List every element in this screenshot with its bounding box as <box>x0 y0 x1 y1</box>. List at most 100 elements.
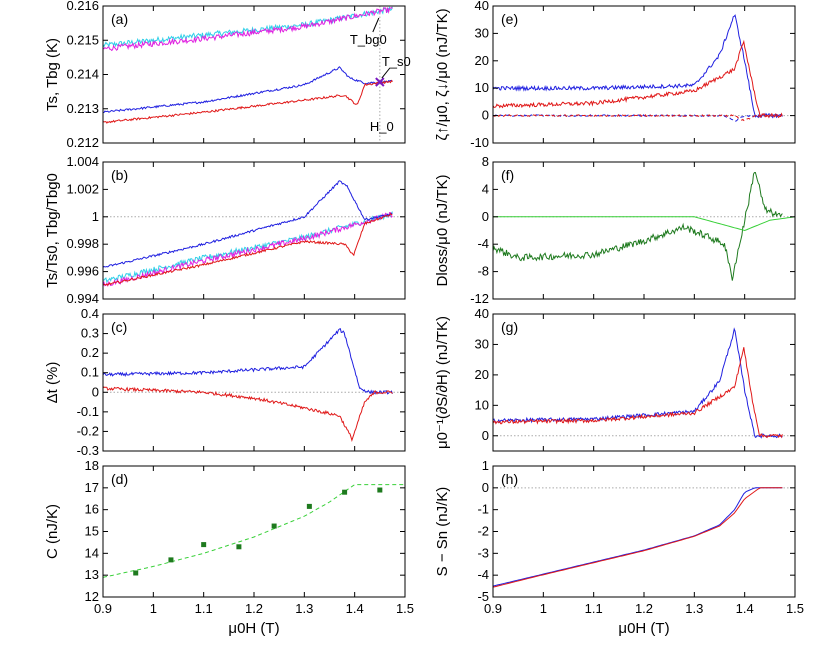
ytick-label-b-4: 1.002 <box>66 181 99 196</box>
plot-area-b <box>103 180 405 288</box>
xtick-label-d-6: 1.5 <box>396 601 414 616</box>
ytick-label-e-1: 0 <box>482 108 489 123</box>
data-point-d-2 <box>201 542 207 548</box>
panel-label-f: (f) <box>501 167 514 183</box>
xtick-label-d-4: 1.3 <box>295 601 313 616</box>
series-f-light_green-1 <box>493 216 795 232</box>
xtick-label-d-3: 1.2 <box>245 601 263 616</box>
ytick-label-c-4: 0.1 <box>81 365 99 380</box>
series-h-red-1 <box>493 487 783 588</box>
ytick-label-b-1: 0.996 <box>66 264 99 279</box>
panel-f: -12 -8 -4 0 4 8 (f) Dloss/μ0 (nJ/TK) <box>434 154 796 306</box>
ts0-marker <box>375 77 385 87</box>
panel-g: 0 10 20 30 40 (g) μ0⁻¹(∂S/∂H) (nJ/TK) <box>434 306 796 452</box>
series-a-red-3 <box>103 79 393 124</box>
panel-label-d: (d) <box>111 471 128 487</box>
axes-frame-b <box>102 161 406 300</box>
ytick-label-h-5: 0 <box>482 480 489 495</box>
xtick-label-h-5: 1.4 <box>736 601 754 616</box>
panel-label-e: (e) <box>501 11 518 27</box>
ytick-label-g-2: 20 <box>475 367 489 382</box>
ytick-label-h-6: 1 <box>482 458 489 473</box>
panel-label-c: (c) <box>111 319 127 335</box>
ytick-label-d-4: 16 <box>85 502 99 517</box>
data-point-d-7 <box>377 487 383 493</box>
ytick-label-f-5: 8 <box>482 154 489 169</box>
annotation-tbg0: T_bg0 <box>350 32 387 47</box>
series-c-blue-0 <box>103 328 393 395</box>
axes-frame-e <box>492 5 796 144</box>
xtick-label-h-2: 1.1 <box>585 601 603 616</box>
ytick-label-f-2: -4 <box>477 236 489 251</box>
ytick-label-d-3: 15 <box>85 524 99 539</box>
series-b-blue-2 <box>103 180 393 268</box>
series-g-red-1 <box>493 347 783 439</box>
ytick-label-a-0: 0.212 <box>66 135 99 150</box>
plot-area-h <box>493 487 795 588</box>
xtick-label-d-2: 1.1 <box>195 601 213 616</box>
ytick-label-g-3: 30 <box>475 336 489 351</box>
data-point-d-6 <box>342 489 348 495</box>
xtick-label-d-0: 0.9 <box>94 601 112 616</box>
series-e-red-1 <box>493 39 783 119</box>
annotation-h0: H_0 <box>370 119 394 134</box>
data-point-d-0 <box>133 570 139 576</box>
ytick-label-e-3: 20 <box>475 53 489 68</box>
ytick-label-f-4: 4 <box>482 181 489 196</box>
axes-frame-f <box>492 161 796 300</box>
tbg0-arrow <box>372 17 380 33</box>
axes-frame-a <box>102 5 406 144</box>
panel-label-a: (a) <box>111 11 128 27</box>
ytick-label-h-1: -4 <box>477 567 489 582</box>
ytick-label-d-6: 18 <box>85 458 99 473</box>
xtick-label-h-6: 1.5 <box>786 601 804 616</box>
ytick-label-h-4: -1 <box>477 502 489 517</box>
panel-label-g: (g) <box>501 319 518 335</box>
axes-frame-d <box>102 465 406 598</box>
series-c-red-1 <box>103 386 393 443</box>
data-point-d-5 <box>306 503 312 509</box>
plot-area-c <box>103 328 405 443</box>
ytick-label-e-2: 10 <box>475 80 489 95</box>
ytick-label-d-1: 13 <box>85 567 99 582</box>
series-b-magenta-1 <box>103 212 393 288</box>
xtick-label-d-1: 1 <box>150 601 157 616</box>
ytick-label-f-1: -8 <box>477 264 489 279</box>
ytick-label-h-3: -2 <box>477 524 489 539</box>
series-f-green-0 <box>493 171 783 281</box>
plot-area-f <box>493 171 795 281</box>
ytick-label-d-5: 17 <box>85 480 99 495</box>
series-g-blue-0 <box>493 327 783 439</box>
ytick-label-b-2: 0.998 <box>66 236 99 251</box>
panel-b: 0.994 0.996 0.998 1 1.002 1.004 (b) Ts/Ts0, Tbg… <box>44 154 406 306</box>
ytick-label-c-2: -0.1 <box>77 404 99 419</box>
ytick-label-a-4: 0.216 <box>66 0 99 13</box>
ytick-label-d-2: 14 <box>85 545 99 560</box>
ytick-label-a-1: 0.213 <box>66 101 99 116</box>
axes-frame-h <box>492 465 796 598</box>
xtick-label-h-0: 0.9 <box>484 601 502 616</box>
ytick-label-g-1: 10 <box>475 397 489 412</box>
yaxis-title-h: S − Sn (nJ/K) <box>434 487 451 577</box>
panel-h: -5 -4 -3 -2 -1 0 1 0.9 1 1.1 1.2 1.3 1.4 1.5 μ0H (T) (h… <box>434 458 804 637</box>
yaxis-title-a: Ts, Tbg (K) <box>44 38 61 111</box>
series-b-cyan-0 <box>103 211 393 284</box>
series-a-magenta-1 <box>103 6 393 52</box>
ytick-label-c-1: -0.2 <box>77 423 99 438</box>
ytick-label-f-0: -12 <box>470 291 489 306</box>
panel-label-b: (b) <box>111 167 128 183</box>
ytick-label-a-2: 0.214 <box>66 67 99 82</box>
ytick-label-c-0: -0.3 <box>77 443 99 458</box>
ts0-arrow <box>381 67 391 79</box>
axes-frame-c <box>102 313 406 452</box>
ytick-label-b-5: 1.004 <box>66 154 99 169</box>
ytick-label-c-6: 0.3 <box>81 326 99 341</box>
panel-label-h: (h) <box>501 471 518 487</box>
yaxis-title-e: ζ↑/μ0, ζ↓/μ0 (nJ/TK) <box>434 8 451 140</box>
ytick-label-e-5: 40 <box>475 0 489 13</box>
series-e-blue-0 <box>493 14 783 119</box>
panel-e: -10 0 10 20 30 40 (e) ζ↑/μ0, ζ↓/μ0 (nJ/TK) <box>434 0 796 150</box>
ytick-label-b-0: 0.994 <box>66 291 99 306</box>
ytick-label-b-3: 1 <box>92 209 99 224</box>
